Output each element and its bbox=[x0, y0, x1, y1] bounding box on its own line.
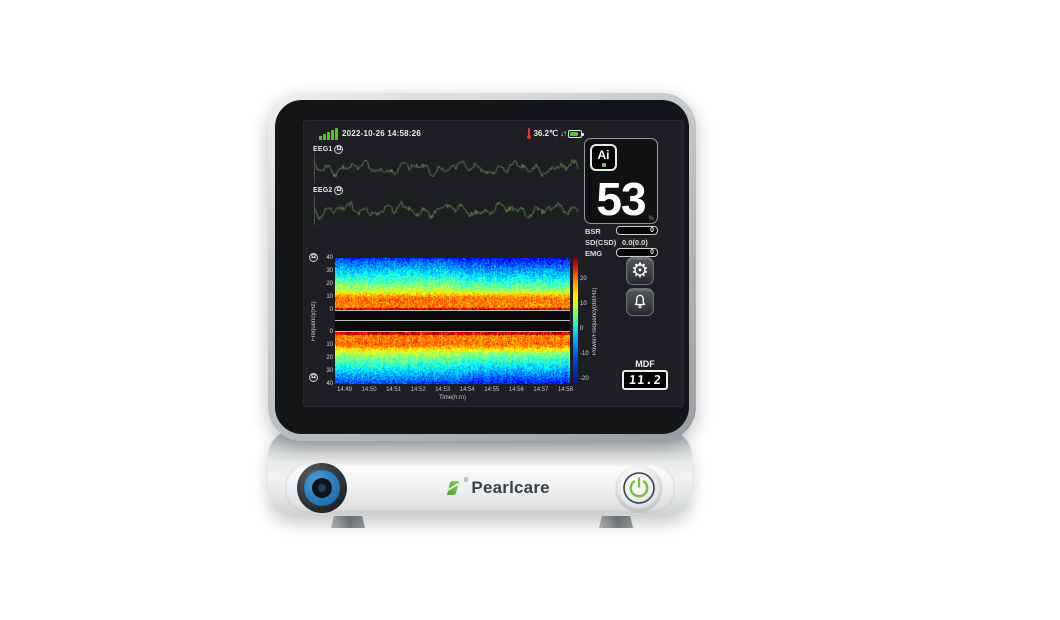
ai-index-value: 53 bbox=[596, 173, 646, 226]
time-tick-label: 14:57 bbox=[533, 387, 549, 393]
leaf-icon bbox=[447, 481, 459, 495]
sd-label: SD(CSD) bbox=[585, 238, 617, 247]
registered-mark: ® bbox=[464, 478, 469, 484]
ai-icon[interactable]: Ai bbox=[590, 144, 617, 171]
battery-icon bbox=[568, 129, 584, 138]
eeg1-label: EEG1 bbox=[313, 146, 333, 153]
time-tick-label: 14:56 bbox=[508, 387, 524, 393]
time-tick-label: 14:55 bbox=[484, 387, 500, 393]
freq-tick-label: 30 bbox=[326, 368, 333, 374]
emg-row: EMG 0 bbox=[585, 248, 659, 259]
colorbar-tick-label: 10 bbox=[580, 300, 587, 307]
impedance-icon[interactable]: Ω bbox=[309, 253, 318, 262]
colorbar-tick-label: 0 bbox=[580, 325, 584, 332]
mdf-display: 11.2 bbox=[622, 370, 668, 390]
time-axis-label: Time(h:m) bbox=[438, 395, 467, 401]
colorbar-ticks: 20 10 0 -10 -20 bbox=[580, 258, 596, 384]
emg-label: EMG bbox=[585, 249, 603, 258]
spectrogram-eeg2 bbox=[335, 332, 570, 384]
status-right: 36.2℃ ↓↑ bbox=[526, 127, 584, 140]
colorbar-label: Power/Frequency(dB/Hz) bbox=[592, 287, 598, 355]
freq-ticks-bottom: 0 10 20 30 40 bbox=[320, 329, 333, 389]
time-tick-label: 14:51 bbox=[386, 387, 402, 393]
eeg2-header: EEG2 Ω bbox=[313, 186, 344, 195]
mdf-value: 11.2 bbox=[627, 373, 663, 387]
sd-value: 0.0(0.0) bbox=[622, 238, 648, 247]
eeg2-waveform bbox=[314, 195, 579, 225]
colorbar-tick-label: -20 bbox=[580, 375, 589, 382]
freq-tick-label: 30 bbox=[326, 268, 333, 274]
signal-bar bbox=[327, 132, 330, 140]
bsr-row: BSR 0 bbox=[585, 226, 659, 237]
brand-logo: ® Pearlcare bbox=[445, 478, 550, 498]
signal-bar bbox=[319, 136, 322, 140]
freq-tick-label: 10 bbox=[326, 294, 333, 300]
time-tick-label: 14:54 bbox=[459, 387, 475, 393]
spectrogram-eeg1 bbox=[335, 258, 570, 310]
impedance-icon[interactable]: Ω bbox=[334, 186, 344, 195]
freq-tick-label: 20 bbox=[326, 281, 333, 287]
bsr-value-box: 0 bbox=[616, 226, 658, 235]
freq-tick-label: 0 bbox=[329, 329, 333, 335]
signal-strength-icon bbox=[319, 128, 338, 140]
freq-tick-label: 40 bbox=[326, 381, 333, 387]
signal-bar bbox=[331, 130, 334, 140]
trend-arrows-icon: ↓↑ bbox=[560, 129, 567, 138]
freq-tick-label: 20 bbox=[326, 355, 333, 361]
sd-row: SD(CSD) 0.0(0.0) bbox=[585, 238, 659, 248]
colorbar bbox=[573, 258, 578, 384]
spectrogram-divider bbox=[335, 310, 570, 332]
bezel: 2022-10-26 14:58:26 36.2℃ ↓↑ EEG1 Ω EEG2… bbox=[275, 100, 689, 434]
freq-tick-label: 10 bbox=[326, 342, 333, 348]
time-tick-label: 14:49 bbox=[337, 387, 353, 393]
signal-bar bbox=[335, 128, 338, 140]
impedance-icon[interactable]: Ω bbox=[309, 373, 318, 382]
battery-level bbox=[570, 131, 578, 136]
freq-tick-label: 0 bbox=[329, 307, 333, 313]
temperature-value: 36.2℃ bbox=[533, 129, 558, 138]
settings-button[interactable]: ⚙ bbox=[626, 257, 654, 285]
bsr-label: BSR bbox=[585, 227, 601, 236]
power-icon bbox=[623, 472, 655, 504]
device-base: ® Pearlcare bbox=[268, 430, 692, 516]
frequency-axis-label: Frequency(Hz) bbox=[311, 301, 317, 341]
ai-index-panel: Ai 53 % bbox=[584, 138, 658, 224]
knob-blue-ring bbox=[304, 470, 340, 506]
eeg2-label: EEG2 bbox=[313, 187, 333, 194]
ai-index-unit: % bbox=[648, 216, 654, 222]
colorbar-tick-label: 20 bbox=[580, 275, 587, 282]
bsr-value: 0 bbox=[650, 227, 654, 234]
time-tick-label: 14:53 bbox=[435, 387, 451, 393]
emg-value: 0 bbox=[650, 249, 654, 256]
knob-center-dot bbox=[318, 484, 326, 492]
bell-icon bbox=[634, 294, 646, 309]
alarm-button[interactable] bbox=[626, 288, 654, 316]
emg-value-box: 0 bbox=[616, 248, 658, 257]
gear-icon: ⚙ bbox=[631, 260, 649, 282]
power-button[interactable] bbox=[616, 465, 662, 511]
time-tick-label: 14:52 bbox=[410, 387, 426, 393]
datetime: 2022-10-26 14:58:26 bbox=[342, 129, 421, 138]
screen: 2022-10-26 14:58:26 36.2℃ ↓↑ EEG1 Ω EEG2… bbox=[303, 120, 684, 407]
front-panel: ® Pearlcare bbox=[285, 463, 675, 513]
time-ticks: 14:49 14:50 14:51 14:52 14:53 14:54 14:55 14:56… bbox=[337, 387, 573, 393]
signal-bar bbox=[323, 134, 326, 140]
control-knob[interactable] bbox=[297, 463, 347, 513]
colorbar-tick-label: -10 bbox=[580, 350, 589, 357]
brand-name: Pearlcare bbox=[471, 478, 550, 497]
time-tick-label: 14:58 bbox=[557, 387, 573, 393]
knob-core bbox=[312, 478, 332, 498]
time-tick-label: 14:50 bbox=[361, 387, 377, 393]
mdf-label: MDF bbox=[635, 359, 655, 369]
freq-ticks-top: 40 30 20 10 0 bbox=[320, 255, 333, 315]
monitor: 2022-10-26 14:58:26 36.2℃ ↓↑ EEG1 Ω EEG2… bbox=[268, 93, 696, 441]
freq-tick-label: 40 bbox=[326, 255, 333, 261]
thermometer-icon bbox=[526, 128, 531, 139]
eeg1-waveform bbox=[314, 153, 579, 183]
